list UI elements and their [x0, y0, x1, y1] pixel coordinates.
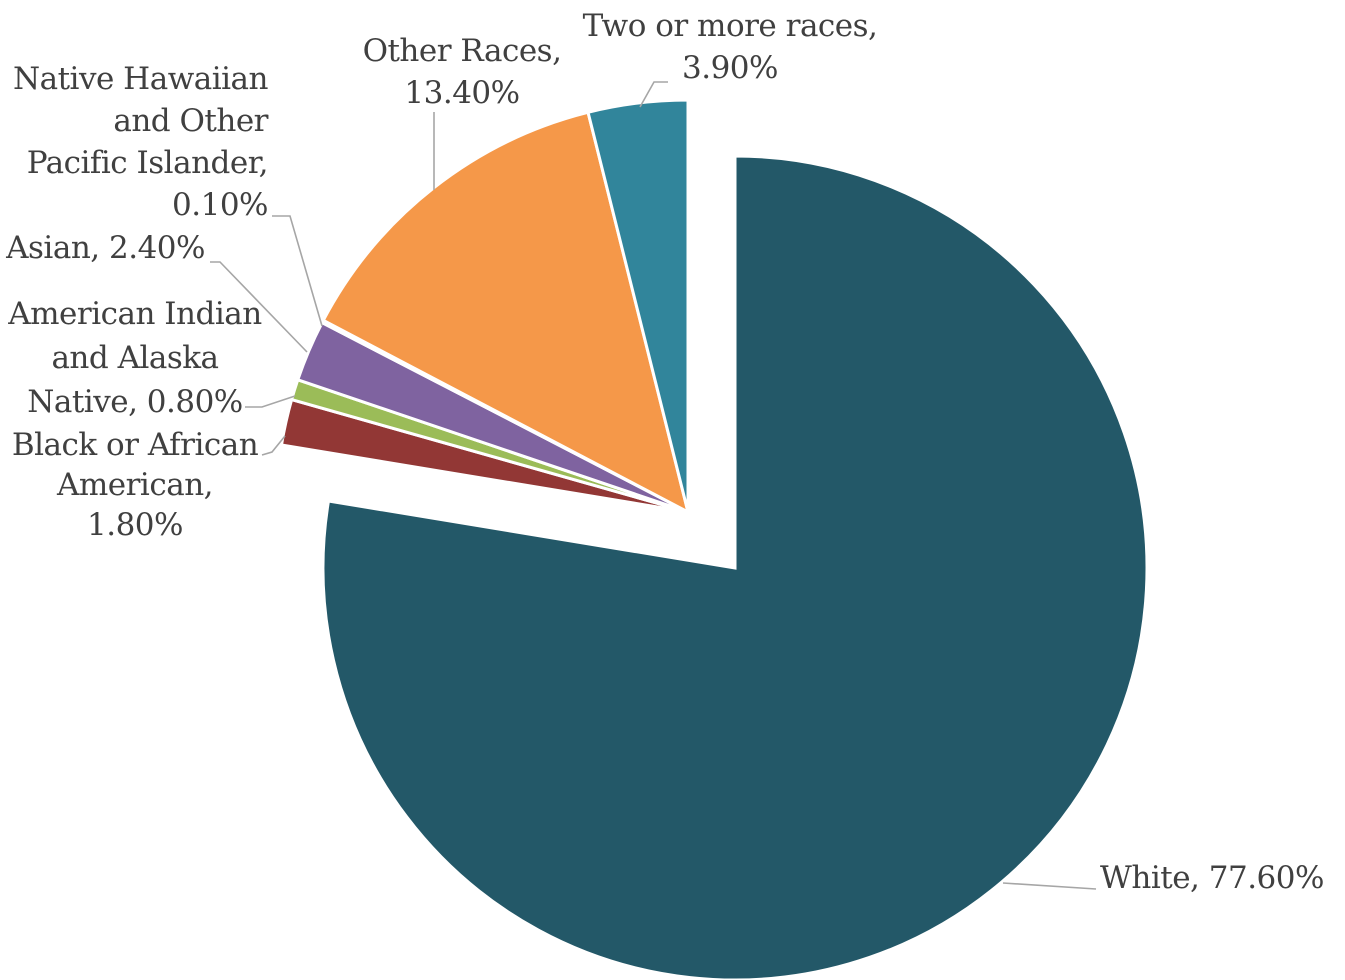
data-label-line: Asian, 2.40%: [5, 230, 205, 266]
pie-slice-white: [321, 154, 1149, 980]
data-label-native-hawaiian-and-other-pacific-islander: Native Hawaiian and Other Pacific Islander…: [13, 61, 269, 223]
data-label-asian: Asian, 2.40%: [5, 230, 205, 266]
data-label-american-indian-and-alaska-native: American Indian and Alaska Native, 0.80%: [7, 296, 262, 420]
pie-slices: [279, 98, 1149, 980]
leader-line-american-indian-and-alaska-native: [245, 395, 296, 408]
data-label-line: 3.90%: [682, 50, 778, 86]
data-label-line: 13.40%: [404, 75, 519, 111]
data-label-other-races: Other Races, 13.40%: [363, 33, 562, 111]
leader-lines: [210, 81, 1097, 890]
leader-line-native-hawaiian-and-other-pacific-islander: [272, 215, 323, 327]
data-label-two-or-more-races: Two or more races, 3.90%: [583, 8, 878, 86]
data-label-line: and Alaska: [51, 340, 218, 376]
leader-line-two-or-more-races: [639, 81, 668, 108]
data-label-line: Native Hawaiian: [13, 61, 269, 97]
data-label-line: Black or African: [12, 427, 259, 463]
data-label-line: 0.10%: [172, 187, 268, 223]
leader-line-black-or-african-american: [261, 435, 286, 456]
data-label-line: Two or more races,: [583, 8, 878, 44]
data-label-line: Pacific Islander,: [27, 145, 268, 181]
data-label-line: 1.80%: [87, 507, 183, 543]
data-label-line: Native, 0.80%: [27, 384, 243, 420]
leader-line-asian: [210, 261, 308, 353]
leader-line-white: [1002, 882, 1097, 890]
data-label-line: Other Races,: [363, 33, 562, 69]
data-label-black-or-african-american: Black or African American, 1.80%: [12, 427, 259, 543]
data-label-white: White, 77.60%: [1100, 860, 1324, 896]
pie-slice-two-or-more-races: [586, 98, 690, 513]
data-label-line: and Other: [113, 103, 268, 139]
data-label-line: American Indian: [7, 296, 262, 332]
data-labels: White, 77.60% Black or African American, 1.…: [5, 8, 1324, 896]
data-label-line: American,: [56, 467, 213, 503]
data-label-line: White, 77.60%: [1100, 860, 1324, 896]
